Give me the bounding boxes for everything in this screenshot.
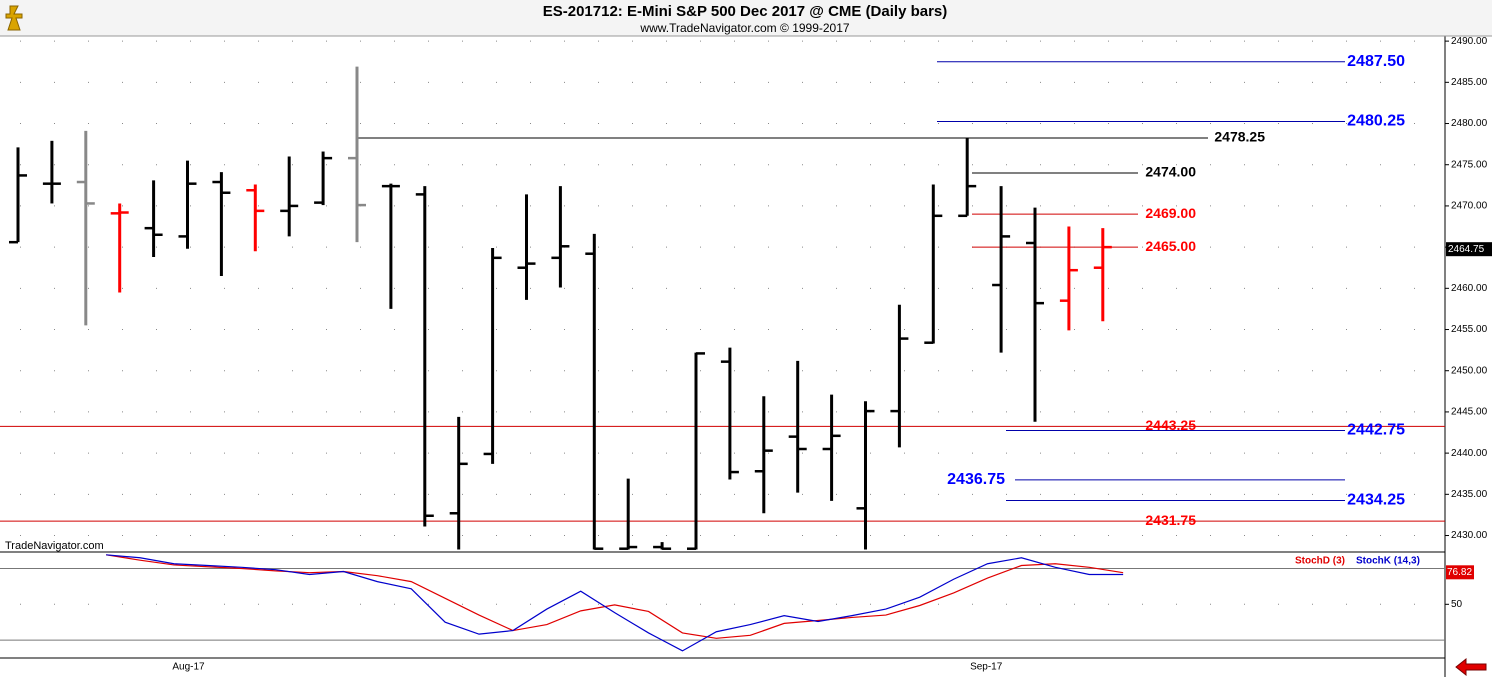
y-tick-label: 2455.00	[1451, 324, 1488, 335]
x-tick-label: Aug-17	[172, 662, 205, 673]
y-tick-label: 2450.00	[1451, 365, 1488, 376]
scroll-arrow[interactable]	[1455, 657, 1487, 677]
y-tick-label: 2475.00	[1451, 159, 1488, 170]
level-label: 2487.50	[1347, 53, 1405, 70]
level-label: 2480.25	[1347, 113, 1405, 130]
level-label: 2474.00	[1145, 164, 1196, 180]
y-tick-label: 2435.00	[1451, 489, 1488, 500]
legend-entry: StochD (3)	[1295, 556, 1345, 567]
chart-subtitle: www.TradeNavigator.com © 1999-2017	[639, 21, 849, 35]
level-label: 2443.25	[1145, 417, 1196, 433]
logo	[5, 5, 23, 31]
y-tick-label: 2480.00	[1451, 118, 1488, 129]
level-label: 2478.25	[1214, 129, 1265, 145]
y-tick-label: 2460.00	[1451, 283, 1488, 294]
level-label: 2442.75	[1347, 422, 1405, 439]
stoch-line	[106, 554, 1124, 652]
legend-entry: StochK (14,3)	[1356, 556, 1420, 567]
chart-title: ES-201712: E-Mini S&P 500 Dec 2017 @ CME…	[543, 3, 948, 20]
watermark: TradeNavigator.com	[5, 540, 104, 552]
y-tick-label: 50	[1451, 599, 1463, 610]
level-label: 2434.25	[1347, 492, 1405, 509]
last-price-label: 2464.75	[1448, 244, 1485, 255]
y-tick-label: 2440.00	[1451, 448, 1488, 459]
y-tick-label: 2470.00	[1451, 201, 1488, 212]
header-bar	[0, 0, 1492, 36]
level-label: 2436.75	[947, 471, 1005, 488]
level-label: 2431.75	[1145, 512, 1196, 528]
level-label: 2469.00	[1145, 205, 1196, 221]
y-tick-label: 2485.00	[1451, 77, 1488, 88]
level-label: 2465.00	[1145, 238, 1196, 254]
last-value-tag	[1446, 565, 1474, 580]
stoch-line	[106, 554, 1124, 639]
y-tick-label: 2490.00	[1451, 36, 1488, 47]
last-value-label: 76.82	[1447, 567, 1472, 578]
y-tick-label: 2445.00	[1451, 407, 1488, 418]
x-tick-label: Sep-17	[970, 662, 1003, 673]
last-price-tag	[1446, 242, 1492, 257]
y-tick-label: 2430.00	[1451, 530, 1488, 541]
